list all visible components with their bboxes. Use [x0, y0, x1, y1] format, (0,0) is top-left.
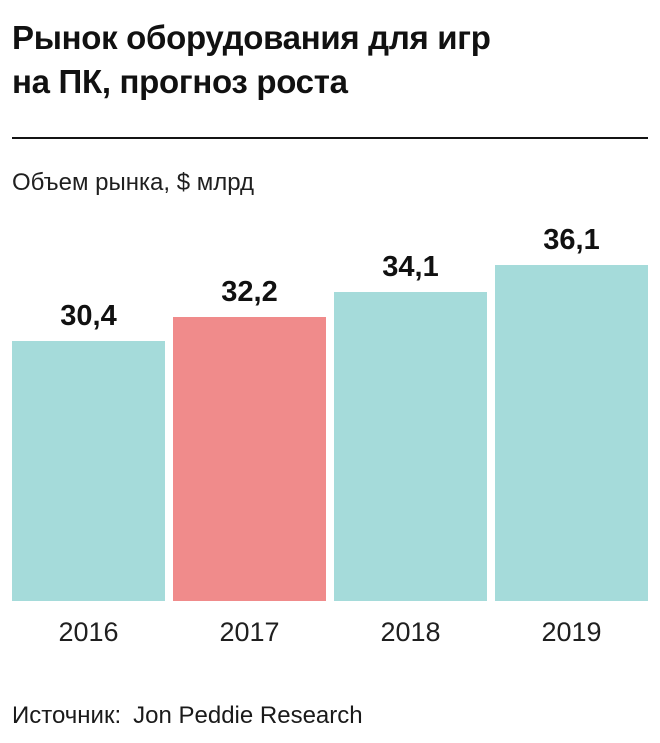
chart-page: Рынок оборудования для игр на ПК, прогно… [0, 0, 660, 730]
bar-chart: 30,4 32,2 34,1 36,1 [12, 223, 648, 601]
page-title: Рынок оборудования для игр на ПК, прогно… [12, 16, 648, 103]
x-axis-label: 2016 [12, 617, 165, 648]
source-line: Источник: Jon Peddie Research [12, 702, 648, 730]
bar [334, 292, 487, 601]
bar-group-2018: 34,1 [334, 223, 487, 601]
source-text: Jon Peddie Research [133, 702, 362, 729]
bar-group-2016: 30,4 [12, 223, 165, 601]
x-axis-label: 2017 [173, 617, 326, 648]
bar-group-2017: 32,2 [173, 223, 326, 601]
page-title-line1: Рынок оборудования для игр [12, 19, 491, 56]
bar-value-label: 32,2 [221, 276, 277, 309]
x-axis: 2016 2017 2018 2019 [12, 617, 648, 648]
bar [12, 341, 165, 601]
bar-group-2019: 36,1 [495, 223, 648, 601]
bar-value-label: 34,1 [382, 251, 438, 284]
bar [495, 265, 648, 601]
x-axis-label: 2018 [334, 617, 487, 648]
bar-value-label: 30,4 [60, 300, 116, 333]
bar-value-label: 36,1 [543, 224, 599, 257]
title-divider [12, 137, 648, 139]
source-label: Источник: [12, 702, 121, 729]
chart-subtitle: Объем рынка, $ млрд [12, 169, 648, 197]
bar [173, 317, 326, 601]
x-axis-label: 2019 [495, 617, 648, 648]
page-title-line2: на ПК, прогноз роста [12, 63, 348, 100]
